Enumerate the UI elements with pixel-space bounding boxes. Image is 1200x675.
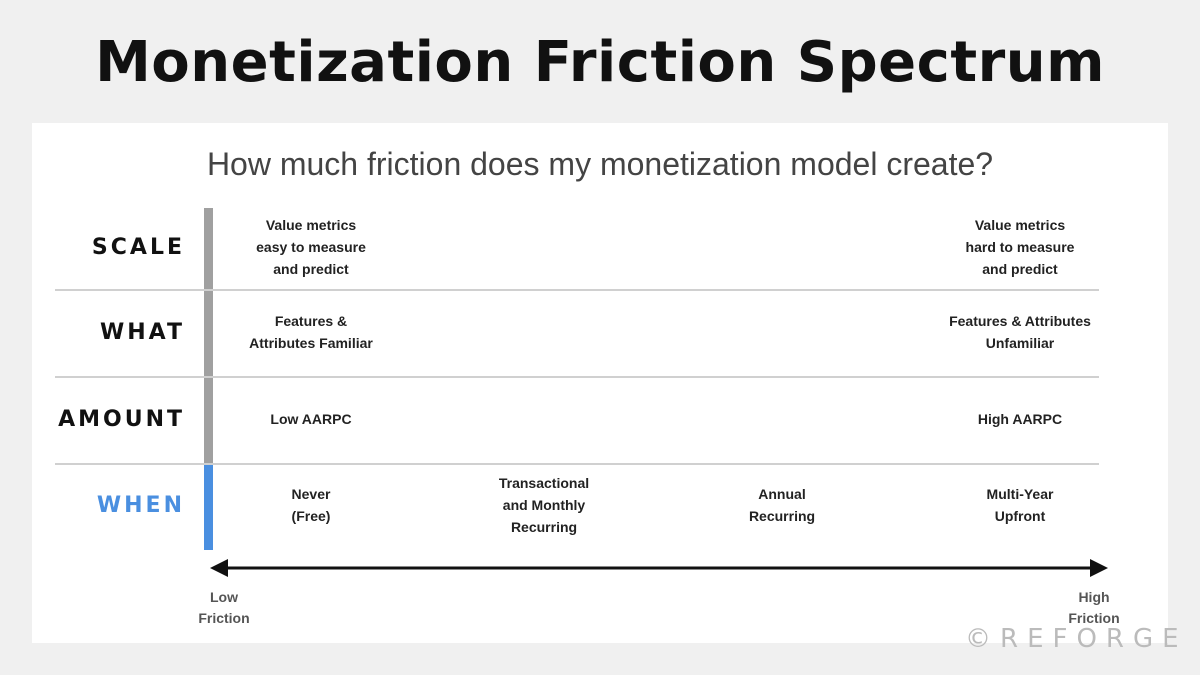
low-friction-label: Low Friction xyxy=(198,589,250,626)
cell-when-2: Annual Recurring xyxy=(748,486,816,524)
row-divider xyxy=(55,463,1099,465)
reforge-watermark: ©REFORGE xyxy=(965,624,1188,654)
row-label-amount: AMOUNT xyxy=(58,406,185,432)
subtitle: How much friction does my monetization m… xyxy=(206,146,994,182)
row-label-when: WHEN xyxy=(96,493,185,518)
row-divider xyxy=(55,289,1099,291)
cell-what-0: Features & Attributes Familiar xyxy=(249,312,373,351)
cell-when-0: Never (Free) xyxy=(291,486,331,524)
cell-scale-0: Value metrics easy to measure and predic… xyxy=(256,217,366,277)
row-label-what: WHAT xyxy=(99,319,185,345)
cell-when-1: Transactional and Monthly Recurring xyxy=(498,475,590,535)
row-indicator-bar xyxy=(204,208,213,290)
page-title: Monetization Friction Spectrum xyxy=(95,30,1105,95)
high-friction-label: High Friction xyxy=(1068,589,1120,626)
diagram-card xyxy=(32,123,1168,643)
row-divider xyxy=(55,376,1099,378)
cell-amount-3: High AARPC xyxy=(977,410,1063,427)
row-indicator-bar xyxy=(204,465,213,550)
cell-amount-0: Low AARPC xyxy=(270,410,352,427)
cell-what-3: Features & Attributes Unfamiliar xyxy=(949,312,1091,351)
cell-when-3: Multi-Year Upfront xyxy=(986,486,1054,524)
row-indicator-bar xyxy=(204,378,213,464)
row-label-scale: SCALE xyxy=(91,235,185,260)
cell-scale-3: Value metrics hard to measure and predic… xyxy=(965,217,1075,277)
row-indicator-bar xyxy=(204,291,213,377)
